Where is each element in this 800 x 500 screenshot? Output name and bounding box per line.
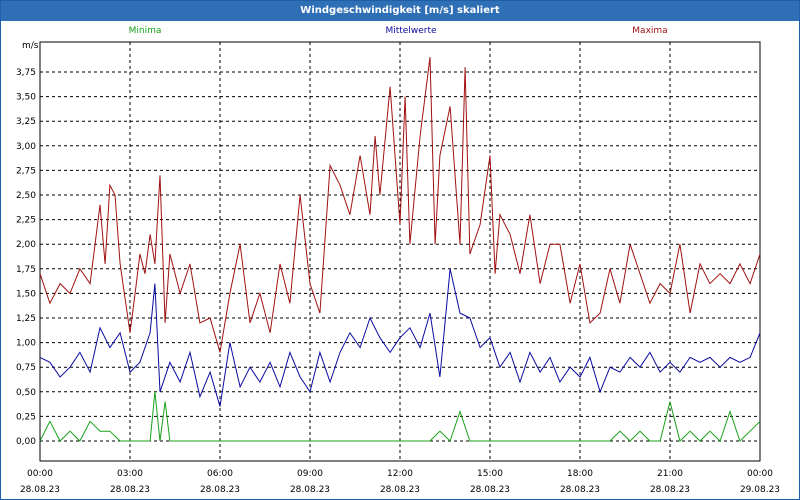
series-lines <box>39 57 761 442</box>
y-tick-label: 2,00 <box>16 240 36 250</box>
x-tick-date: 28.08.23 <box>380 485 420 495</box>
legend-mittelwerte: Mittelwerte <box>385 26 436 36</box>
x-tick-date: 28.08.23 <box>560 485 600 495</box>
x-tick-time: 18:00 <box>567 469 593 479</box>
y-tick-label: 3,25 <box>16 117 36 127</box>
window-title: Windgeschwindigkeit [m/s] skaliert <box>1 1 799 21</box>
series-line-maxima <box>39 57 761 353</box>
y-tick-label: 0,50 <box>16 388 36 398</box>
x-tick-time: 21:00 <box>657 469 683 479</box>
x-tick-date: 28.08.23 <box>20 485 60 495</box>
series-line-minima <box>39 391 761 442</box>
y-tick-label: 0,75 <box>16 363 36 373</box>
x-tick-time: 06:00 <box>207 469 233 479</box>
x-tick-time: 09:00 <box>297 469 323 479</box>
x-tick-time: 03:00 <box>117 469 143 479</box>
x-tick-time: 00:00 <box>747 469 773 479</box>
legend-maxima: Maxima <box>632 26 667 36</box>
y-tick-label: 3,50 <box>16 93 36 103</box>
y-tick-label: 3,75 <box>16 68 36 78</box>
x-tick-time: 12:00 <box>387 469 413 479</box>
y-axis-ticks: 0,00 0,25 0,50 0,75 1,00 1,25 1,50 1,75 2,00 2,25… <box>16 68 36 447</box>
y-tick-label: 3,00 <box>16 142 36 152</box>
x-tick-date: 29.08.23 <box>740 485 780 495</box>
y-tick-label: 1,75 <box>16 265 36 275</box>
y-tick-label: 2,75 <box>16 166 36 176</box>
x-tick-date: 28.08.23 <box>470 485 510 495</box>
x-tick-date: 28.08.23 <box>290 485 330 495</box>
x-tick-date: 28.08.23 <box>200 485 240 495</box>
y-tick-label: 2,25 <box>16 216 36 226</box>
y-tick-label: 0,00 <box>16 437 36 447</box>
x-tick-date: 28.08.23 <box>650 485 690 495</box>
x-axis-ticks: 00:00 28.08.23 03:00 28.08.23 06:00 28.08.23 0… <box>20 469 780 495</box>
legend-minima: Minima <box>129 26 162 36</box>
y-tick-label: 0,25 <box>16 412 36 422</box>
y-axis-unit-label: m/s <box>22 41 39 51</box>
y-tick-label: 1,25 <box>16 314 36 324</box>
series-line-mittelwerte <box>39 268 761 407</box>
y-tick-label: 1,00 <box>16 339 36 349</box>
x-tick-date: 28.08.23 <box>110 485 150 495</box>
y-tick-label: 1,50 <box>16 289 36 299</box>
x-tick-time: 00:00 <box>27 469 53 479</box>
y-tick-label: 2,50 <box>16 191 36 201</box>
x-tick-time: 15:00 <box>477 469 503 479</box>
